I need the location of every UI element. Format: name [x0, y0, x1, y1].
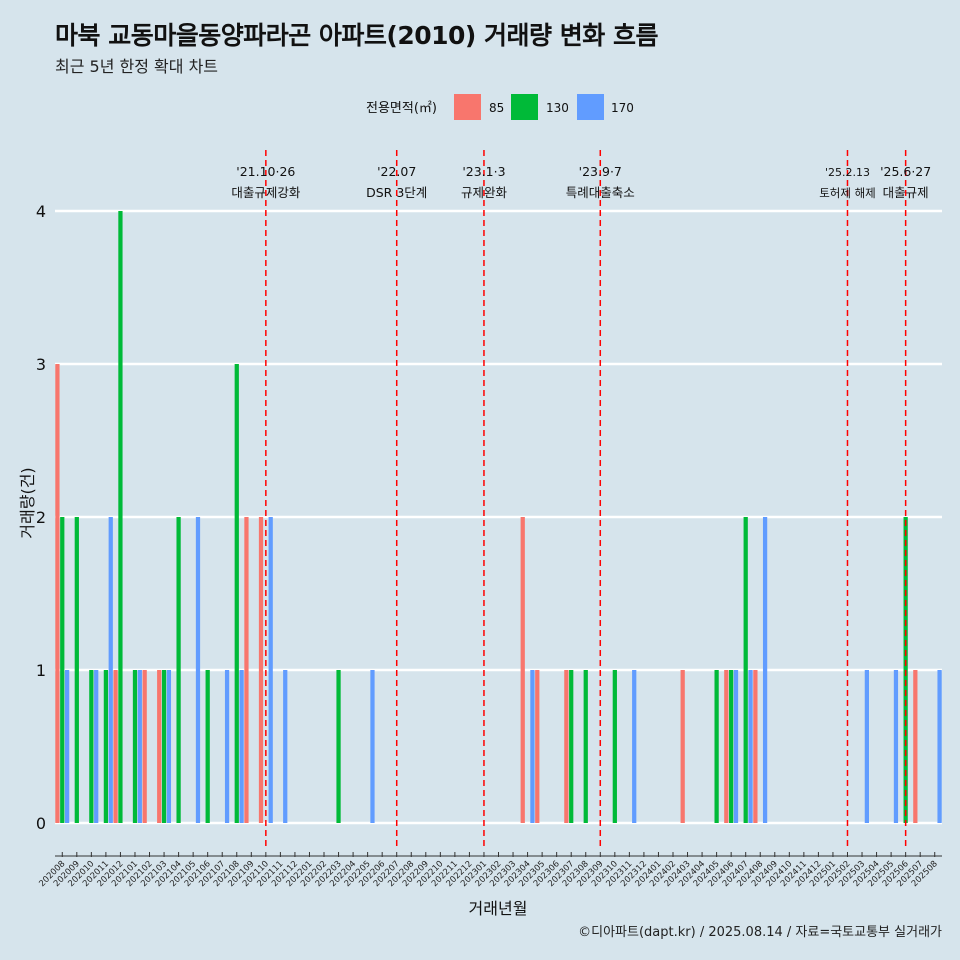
bar — [535, 670, 540, 823]
event-date-label: '21.10·26 — [236, 164, 295, 179]
legend-swatch-170 — [577, 94, 604, 120]
bar — [937, 670, 942, 823]
y-tick-label: 3 — [36, 355, 46, 374]
legend-label-85: 85 — [489, 101, 504, 115]
bar — [714, 670, 719, 823]
bar — [142, 670, 147, 823]
bar — [132, 670, 138, 823]
bar — [283, 670, 288, 823]
bar — [161, 670, 167, 823]
bar — [60, 517, 65, 823]
bar — [864, 670, 869, 823]
bar — [370, 670, 375, 823]
bar — [64, 670, 70, 823]
bar — [195, 517, 201, 823]
chart-subtitle: 최근 5년 한정 확대 차트 — [55, 57, 219, 76]
legend: 전용면적(㎡) 85 130 170 — [366, 94, 634, 120]
bar — [239, 670, 244, 823]
y-tick-label: 1 — [36, 661, 46, 680]
bar — [94, 670, 99, 823]
event-date-label: '23.9·7 — [579, 164, 622, 179]
bar — [520, 517, 525, 823]
bar — [913, 670, 918, 823]
bar — [268, 517, 273, 823]
bar — [234, 364, 239, 823]
bar — [680, 670, 685, 823]
legend-swatch-85 — [454, 94, 481, 120]
bar — [103, 670, 109, 823]
y-axis-title: 거래량(건) — [18, 467, 37, 538]
y-tick-label: 4 — [36, 202, 46, 221]
bar — [583, 670, 588, 823]
bar — [224, 670, 230, 823]
bar — [724, 670, 729, 823]
legend-label-170: 170 — [611, 101, 634, 115]
bars — [55, 211, 942, 823]
event-label: 대출규제강화 — [231, 185, 301, 200]
legend-label-130: 130 — [546, 101, 569, 115]
bar — [118, 211, 123, 823]
bar — [748, 670, 753, 823]
bar — [89, 670, 94, 823]
bar — [108, 517, 113, 823]
legend-swatch-130 — [511, 94, 538, 120]
event-label: DSR 3단계 — [366, 185, 427, 200]
bar — [176, 517, 181, 823]
x-axis-title: 거래년월 — [469, 899, 528, 918]
chart-title: 마북 교동마을동양파라곤 아파트(2010) 거래량 변화 흐름 — [55, 21, 658, 50]
event-label: 토허제 해제 — [819, 186, 876, 200]
bar — [205, 670, 210, 823]
bar — [762, 517, 768, 823]
bar — [753, 670, 758, 823]
event-date-label: '23.1·3 — [462, 164, 505, 179]
y-tick-label: 0 — [36, 814, 46, 833]
bar — [743, 517, 748, 823]
event-date-label: '22.07 — [377, 164, 416, 179]
event-label: 대출규제 — [883, 185, 929, 200]
gridlines: 0 1 2 3 4 — [36, 202, 942, 833]
bar — [893, 670, 899, 823]
bar — [530, 670, 535, 823]
bar — [336, 670, 341, 823]
bar — [612, 670, 617, 823]
event-lines: '21.10·26 대출규제강화 '22.07 DSR 3단계 '23.1·3 규제완화 '… — [231, 150, 931, 850]
bar — [733, 670, 739, 823]
bar — [137, 670, 142, 823]
bar — [244, 517, 249, 823]
bar — [632, 670, 637, 823]
bar — [55, 364, 60, 823]
bar — [113, 670, 118, 823]
event-date-label: '25.6·27 — [880, 164, 931, 179]
bar — [258, 517, 264, 823]
bar — [569, 670, 574, 823]
source-caption: ©디아파트(dapt.kr) / 2025.08.14 / 자료=국토교통부 실… — [578, 925, 942, 940]
legend-title: 전용면적(㎡) — [366, 101, 437, 116]
bar — [74, 517, 79, 823]
axes: 2020082020092020102020112020122021012021… — [37, 852, 942, 889]
bar — [564, 670, 569, 823]
bar — [166, 670, 172, 823]
event-label: 규제완화 — [461, 185, 508, 200]
bar — [157, 670, 162, 823]
event-date-label: '25.2.13 — [825, 166, 870, 179]
y-tick-label: 2 — [36, 508, 46, 527]
bar — [729, 670, 734, 823]
event-label: 특례대출축소 — [566, 185, 635, 200]
